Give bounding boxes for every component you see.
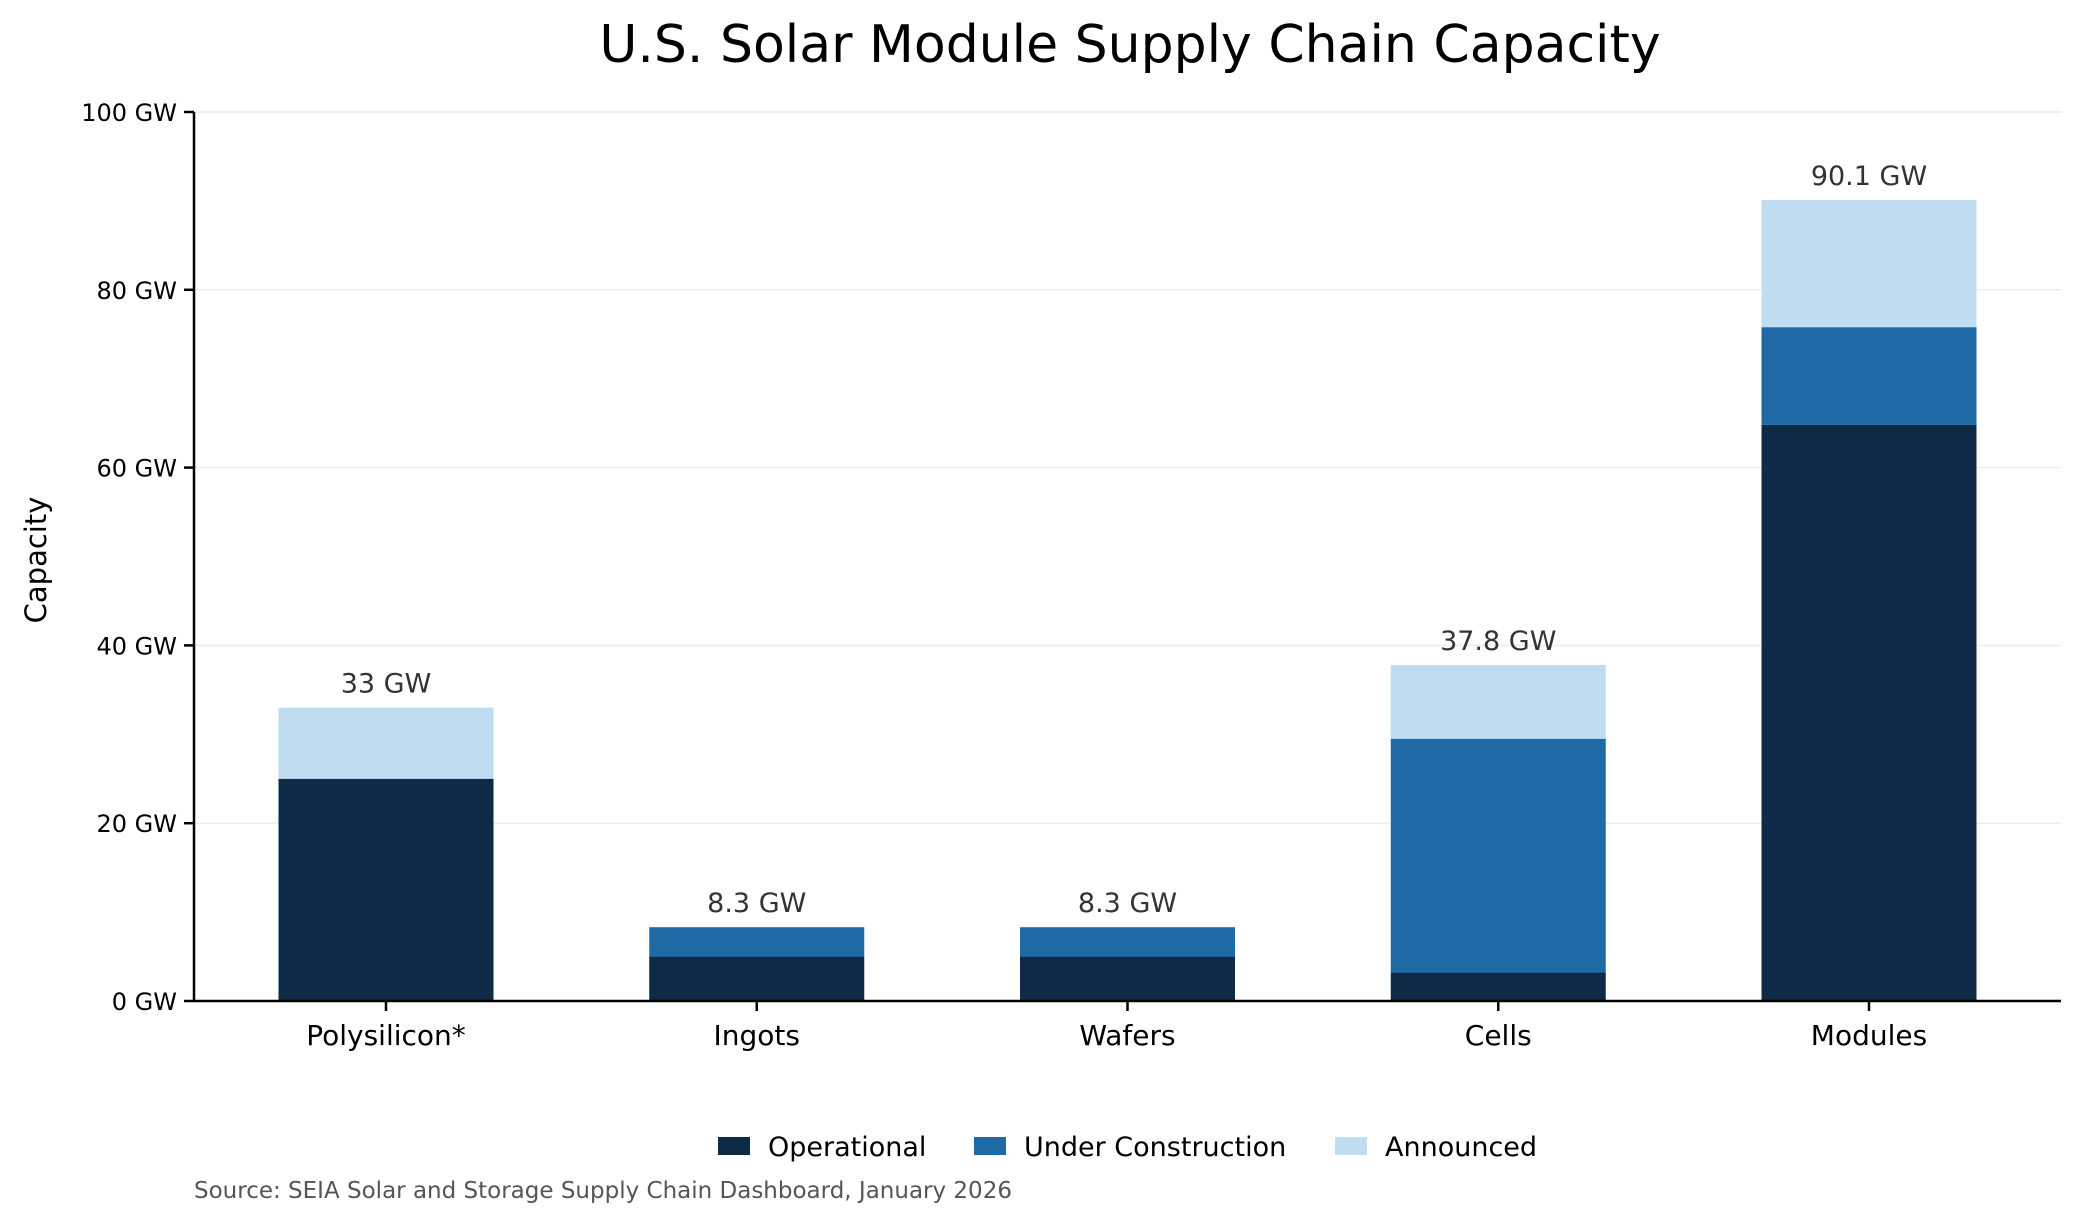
bar-segment-under-construction xyxy=(649,927,865,957)
total-labels: 33 GW 8.3 GW 8.3 GW 37.8 GW 90.1 GW xyxy=(341,161,1927,919)
legend: Operational Under Construction Announced xyxy=(718,1132,1537,1163)
legend-swatch xyxy=(1335,1137,1367,1155)
legend-swatch xyxy=(718,1137,750,1155)
x-tick-label: Polysilicon* xyxy=(306,1019,466,1052)
total-label: 8.3 GW xyxy=(1078,888,1177,919)
bars xyxy=(278,200,1977,1002)
legend-swatch xyxy=(974,1137,1006,1155)
legend-label: Under Construction xyxy=(1024,1132,1286,1163)
bar-segment-under-construction xyxy=(1390,738,1606,973)
bar-segment-operational xyxy=(1390,972,1606,1001)
y-tick-label: 40 GW xyxy=(97,632,178,660)
total-label: 8.3 GW xyxy=(707,888,806,919)
total-label: 90.1 GW xyxy=(1811,161,1927,192)
source-note: Source: SEIA Solar and Storage Supply Ch… xyxy=(194,1178,1012,1204)
legend-label: Announced xyxy=(1385,1132,1537,1163)
bar-segment-announced xyxy=(1761,200,1977,328)
y-tick-label: 80 GW xyxy=(97,277,178,305)
x-tick-label: Ingots xyxy=(714,1019,800,1052)
y-tick-label: 60 GW xyxy=(97,455,178,483)
total-label: 37.8 GW xyxy=(1440,626,1556,657)
bar-segment-operational xyxy=(649,956,865,1001)
bar-segment-operational xyxy=(278,778,494,1001)
bar-segment-announced xyxy=(278,707,494,779)
y-tick-label: 0 GW xyxy=(112,988,177,1016)
bar-segment-operational xyxy=(1761,424,1977,1002)
gridlines xyxy=(194,111,2061,824)
y-tick-label: 100 GW xyxy=(81,99,177,127)
chart-title: U.S. Solar Module Supply Chain Capacity xyxy=(599,15,1660,75)
x-tick-label: Modules xyxy=(1811,1019,1927,1052)
y-tick-label: 20 GW xyxy=(97,810,178,838)
x-tick-label: Wafers xyxy=(1079,1019,1175,1052)
y-ticks: 0 GW 20 GW 40 GW 60 GW 80 GW 100 GW xyxy=(81,99,194,1016)
bar-segment-under-construction xyxy=(1761,327,1977,425)
legend-label: Operational xyxy=(768,1132,926,1163)
x-tick-label: Cells xyxy=(1465,1019,1532,1052)
x-ticks: Polysilicon* Ingots Wafers Cells Modules xyxy=(306,1001,1927,1052)
bar-segment-under-construction xyxy=(1020,927,1235,957)
bar-segment-announced xyxy=(1390,664,1606,739)
y-axis-label: Capacity xyxy=(19,497,53,624)
bar-segment-operational xyxy=(1020,956,1235,1001)
total-label: 33 GW xyxy=(341,669,432,700)
